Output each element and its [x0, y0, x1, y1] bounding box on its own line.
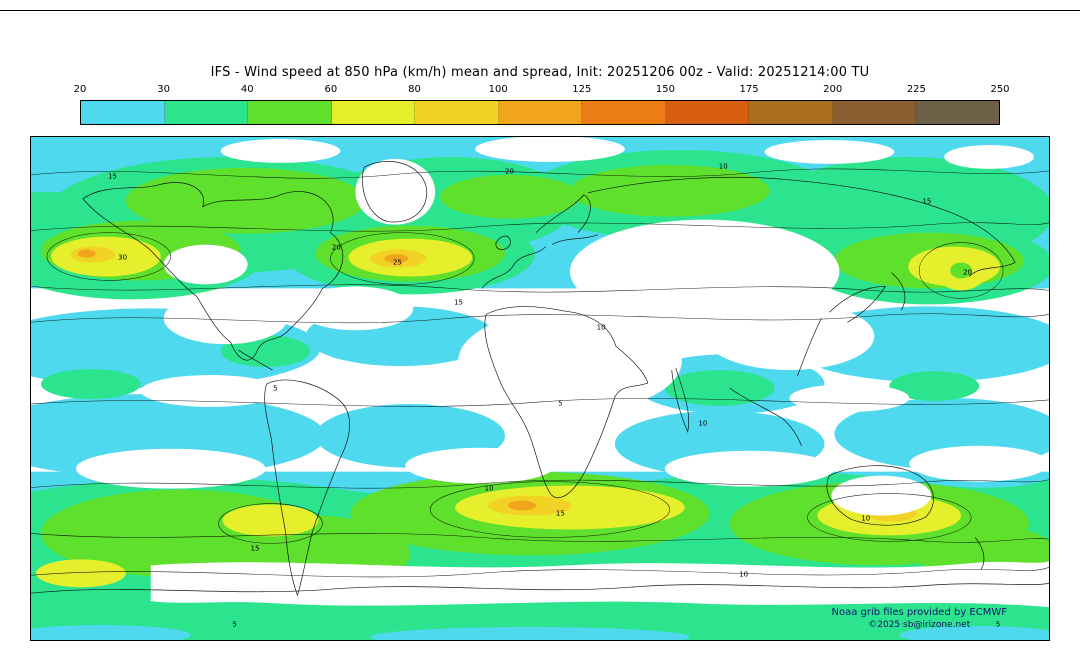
- colorbar-tick-label: 60: [324, 84, 338, 95]
- east-asia-jet-eye: [935, 250, 988, 291]
- colorbar-tick-labels: 20 30 40 60 80 100 125 150 175 200 225 250: [74, 84, 1010, 97]
- colorbar-segment-80-100: [415, 101, 499, 124]
- attribution-provider: Noaa grib files provided by ECMWF: [831, 607, 1007, 618]
- colorbar-tick-label: 200: [823, 84, 843, 95]
- colorbar-tick-label: 40: [240, 84, 254, 95]
- top-border-rule: [0, 10, 1080, 11]
- colorbar-segment-200-225: [832, 101, 917, 124]
- colorbar-segment-175-200: [749, 101, 833, 124]
- colorbar-segment-125-150: [582, 101, 666, 124]
- colorbar-tick-label: 150: [655, 84, 675, 95]
- world-wind-map: [31, 137, 1049, 640]
- colorbar-tick-label: 175: [739, 84, 759, 95]
- colorbar-tick-label: 125: [572, 84, 592, 95]
- colorbar-segment-150-175: [665, 101, 750, 124]
- colorbar-segment-225-250: [916, 101, 1000, 124]
- chart-title: IFS - Wind speed at 850 hPa (km/h) mean …: [210, 65, 870, 80]
- wind-level-100-layer: [77, 249, 537, 511]
- coastlines-layer: [31, 161, 1049, 597]
- spread-contours-layer: [31, 168, 1049, 578]
- attribution-copyright: ©2025 sb@irizone.net: [868, 620, 971, 630]
- colorbar-tick-label: 225: [906, 84, 926, 95]
- attribution: Noaa grib files provided by ECMWF ©2025 …: [831, 607, 1007, 630]
- colorbar-tick-label: 100: [488, 84, 508, 95]
- colorbar: [80, 100, 1000, 125]
- colorbar-segment-20-30: [81, 101, 165, 124]
- colorbar-segment-100-125: [498, 101, 583, 124]
- colorbar-tick-label: 30: [157, 84, 170, 95]
- colorbar-tick-label: 80: [408, 84, 421, 95]
- colorbar-tick-label: 250: [990, 84, 1010, 95]
- colorbar-tick-label: 20: [73, 84, 87, 95]
- colorbar-segment-40-60: [248, 101, 332, 124]
- antarctic-fringe-layer: [31, 625, 1049, 640]
- map-area: 15 20 10 15 20 30 25 20 15 10 5 5 10 10 15 10 15 10 5 5 Noa…: [30, 136, 1050, 641]
- colorbar-segment-30-40: [164, 101, 249, 124]
- colorbar-segment-60-80: [331, 101, 416, 124]
